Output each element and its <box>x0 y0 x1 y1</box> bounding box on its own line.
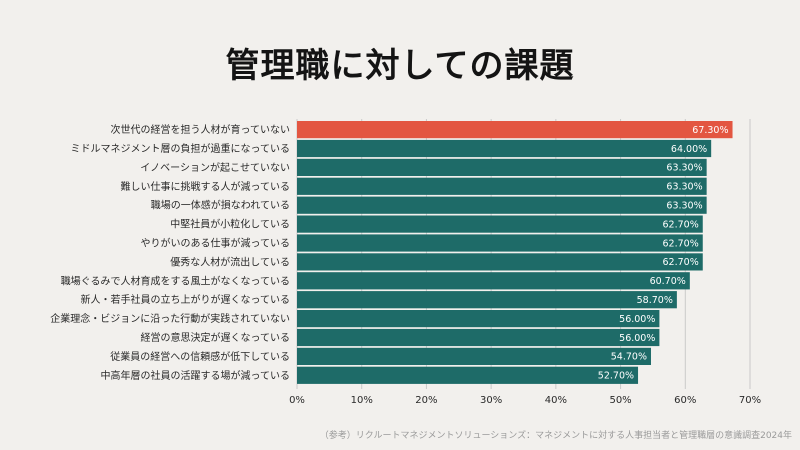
x-tick-label: 20% <box>415 395 437 406</box>
category-label: 企業理念・ビジョンに沿った行動が実践されていない <box>50 312 290 325</box>
data-label: 63.30% <box>666 201 702 212</box>
bar <box>297 158 707 176</box>
category-label: 従業員の経営への信頼感が低下している <box>110 350 290 363</box>
bar <box>297 328 660 347</box>
data-label: 56.00% <box>619 314 655 325</box>
category-label: イノベーションが起こせていない <box>140 161 290 174</box>
category-label: 難しい仕事に挑戦する人が減っている <box>121 180 291 193</box>
category-label: 中高年層の社員の活躍する場が減っている <box>101 369 291 382</box>
data-label: 60.70% <box>650 276 686 287</box>
source-note: （参考）リクルートマネジメントソリューションズ：マネジメントに対する人事担当者と… <box>319 431 792 441</box>
data-label: 63.30% <box>666 182 702 193</box>
bar <box>297 196 707 214</box>
category-label: ミドルマネジメント層の負担が過重になっている <box>71 142 291 155</box>
category-label: 職場ぐるみで人材育成をする風土がなくなっている <box>61 274 290 287</box>
data-label: 62.70% <box>663 219 699 230</box>
data-label: 62.70% <box>663 257 699 268</box>
category-label: 中堅社員が小粒化している <box>170 218 290 231</box>
category-label: 新人・若手社員の立ち上がりが遅くなっている <box>81 293 291 306</box>
bar <box>297 272 690 290</box>
bar <box>297 347 651 365</box>
chart-title: 管理職に対しての課題 <box>225 46 575 86</box>
data-label: 52.70% <box>598 371 634 382</box>
data-label: 67.30% <box>692 125 728 136</box>
data-label: 54.70% <box>611 352 647 363</box>
x-tick-label: 0% <box>289 395 305 406</box>
x-tick-label: 50% <box>609 395 631 406</box>
bar <box>297 310 660 328</box>
bar <box>297 253 703 271</box>
bar <box>297 177 707 195</box>
data-label: 64.00% <box>671 144 707 155</box>
x-tick-label: 40% <box>545 395 567 406</box>
bar <box>297 215 703 233</box>
bar <box>297 291 677 309</box>
category-label: 職場の一体感が損なわれている <box>151 199 290 212</box>
data-label: 63.30% <box>666 163 702 174</box>
x-tick-label: 70% <box>739 395 761 406</box>
bar <box>297 366 639 384</box>
x-tick-label: 60% <box>674 395 696 406</box>
data-label: 58.70% <box>637 295 673 306</box>
data-label: 56.00% <box>619 333 655 344</box>
category-label: 次世代の経営を担う人材が育っていない <box>111 123 291 136</box>
bar <box>297 139 712 158</box>
bar <box>297 234 703 252</box>
category-label: やりがいのある仕事が減っている <box>141 237 291 250</box>
data-label: 62.70% <box>663 238 699 249</box>
category-label: 優秀な人材が流出している <box>170 255 290 268</box>
x-tick-label: 10% <box>351 395 373 406</box>
bar <box>297 121 733 139</box>
category-label: 経営の意思決定が遅くなっている <box>141 331 291 344</box>
x-tick-label: 30% <box>480 395 502 406</box>
